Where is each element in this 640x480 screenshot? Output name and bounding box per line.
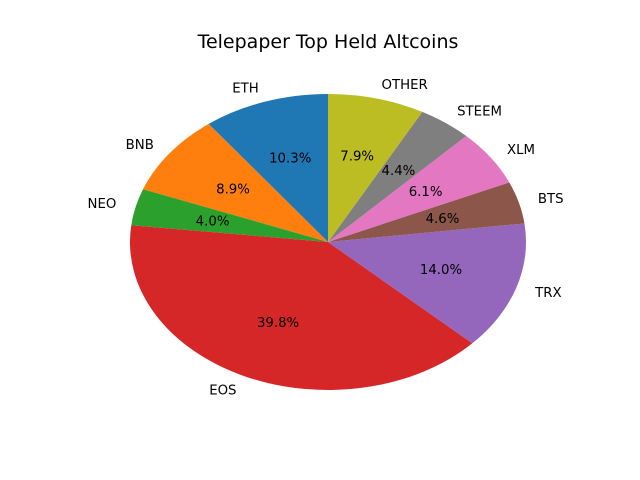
slice-label-xlm: XLM: [507, 143, 535, 158]
slice-label-bnb: BNB: [126, 138, 154, 153]
pie-slice-trx: [328, 223, 527, 344]
slice-label-eos: EOS: [209, 383, 236, 398]
slice-label-steem: STEEM: [457, 105, 502, 120]
slice-pct-xlm: 6.1%: [409, 185, 443, 200]
pie-slice-bnb: [143, 123, 328, 242]
pie-slice-eth: [208, 94, 328, 242]
slice-label-bts: BTS: [538, 192, 564, 207]
pie-slice-xlm: [328, 136, 510, 242]
slice-pct-bnb: 8.9%: [216, 182, 250, 197]
pie-slice-eos: [129, 225, 473, 391]
slice-pct-trx: 14.0%: [420, 263, 462, 278]
slice-pct-bts: 4.6%: [426, 212, 460, 227]
pie-slice-neo: [131, 189, 328, 242]
slice-pct-eth: 10.3%: [269, 151, 311, 166]
slice-pct-neo: 4.0%: [196, 215, 230, 230]
pie-slice-other: [328, 93, 423, 242]
slice-label-eth: ETH: [232, 81, 259, 96]
slice-label-other: OTHER: [382, 78, 428, 93]
slice-label-neo: NEO: [88, 197, 117, 212]
slice-pct-steem: 4.4%: [382, 164, 416, 179]
slice-label-trx: TRX: [534, 286, 561, 301]
pie-slice-steem: [328, 111, 467, 242]
slice-pct-eos: 39.8%: [257, 316, 299, 331]
chart-title: Telepaper Top Held Altcoins: [197, 31, 459, 53]
pie-slice-bts: [328, 182, 525, 242]
slice-pct-other: 7.9%: [340, 150, 374, 165]
